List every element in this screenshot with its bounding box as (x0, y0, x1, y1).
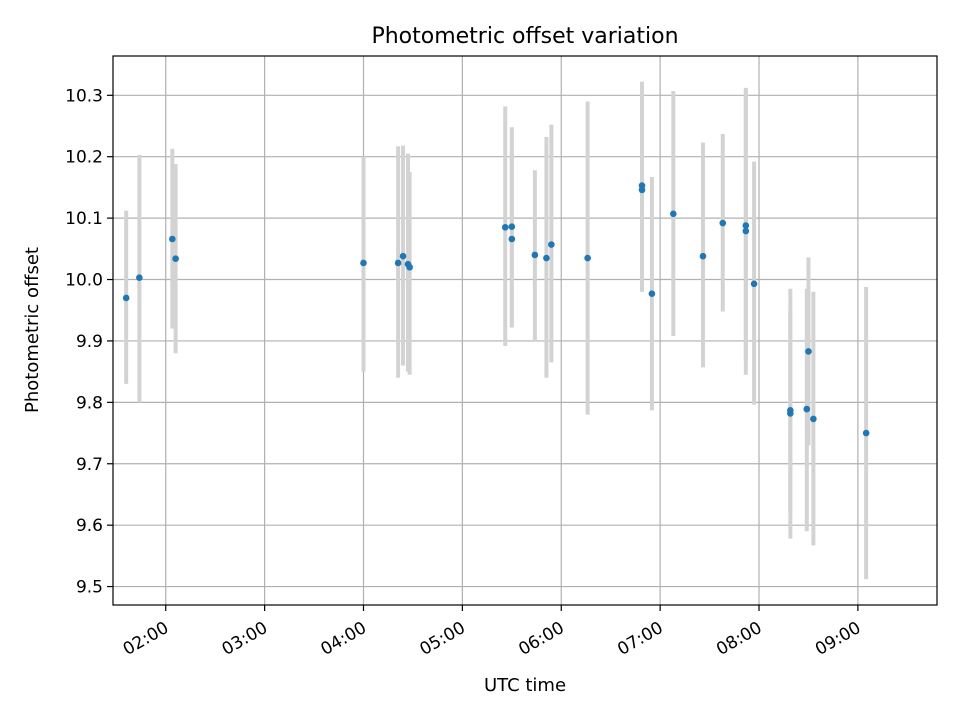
data-point (531, 251, 539, 259)
data-point (803, 405, 811, 413)
grid-layer (113, 56, 937, 605)
y-tick-label: 10.0 (65, 271, 103, 291)
y-tick-label: 9.9 (76, 332, 103, 352)
x-tick-label: 08:00 (713, 618, 765, 660)
y-tick-layer: 9.5 9.6 9.7 9.8 9.9 10.0 10.1 10.2 10.3 (65, 86, 113, 598)
data-point (584, 254, 591, 262)
y-tick-label: 9.8 (76, 393, 103, 413)
y-tick-label: 10.1 (65, 209, 103, 229)
data-point (548, 241, 555, 248)
y-axis-label: Photometric offset (22, 247, 43, 413)
data-point (638, 186, 646, 194)
x-tick-label: 03:00 (219, 618, 271, 660)
x-tick-label: 05:00 (416, 618, 468, 660)
x-tick-label: 06:00 (515, 618, 567, 660)
data-point (136, 274, 143, 281)
data-point (742, 227, 750, 235)
data-point (719, 219, 727, 227)
data-point (750, 280, 758, 288)
data-point (399, 252, 407, 260)
data-point (805, 348, 812, 355)
data-point (169, 235, 176, 243)
plot-frame (112, 55, 938, 606)
data-point (742, 222, 750, 229)
data-point (172, 255, 179, 262)
x-tick-layer: 02:00 03:00 04:00 05:00 06:00 07:00 08:00 09:00 (120, 605, 864, 660)
data-point (122, 294, 130, 302)
data-point (810, 415, 817, 423)
data-point (543, 254, 550, 262)
data-point (360, 259, 367, 267)
data-point (406, 263, 413, 271)
data-point (670, 210, 677, 218)
data-point (508, 235, 516, 243)
point-layer (122, 182, 870, 437)
y-tick-label: 10.2 (65, 148, 103, 168)
data-point (501, 224, 509, 231)
x-tick-label: 09:00 (812, 618, 864, 660)
data-point (862, 429, 870, 437)
chart-title: Photometric offset variation (371, 24, 678, 49)
x-tick-label: 07:00 (614, 618, 666, 660)
x-tick-label: 02:00 (120, 618, 172, 660)
x-tick-label: 04:00 (318, 618, 370, 660)
y-tick-label: 10.3 (65, 86, 103, 106)
data-point (699, 252, 707, 260)
data-point (394, 259, 402, 267)
y-tick-label: 9.6 (76, 516, 103, 536)
data-point (648, 290, 656, 297)
y-tick-label: 9.7 (76, 455, 103, 475)
x-axis-label: UTC time (484, 675, 566, 696)
data-point (508, 223, 516, 231)
y-tick-label: 9.5 (76, 578, 103, 598)
data-point (787, 410, 794, 417)
